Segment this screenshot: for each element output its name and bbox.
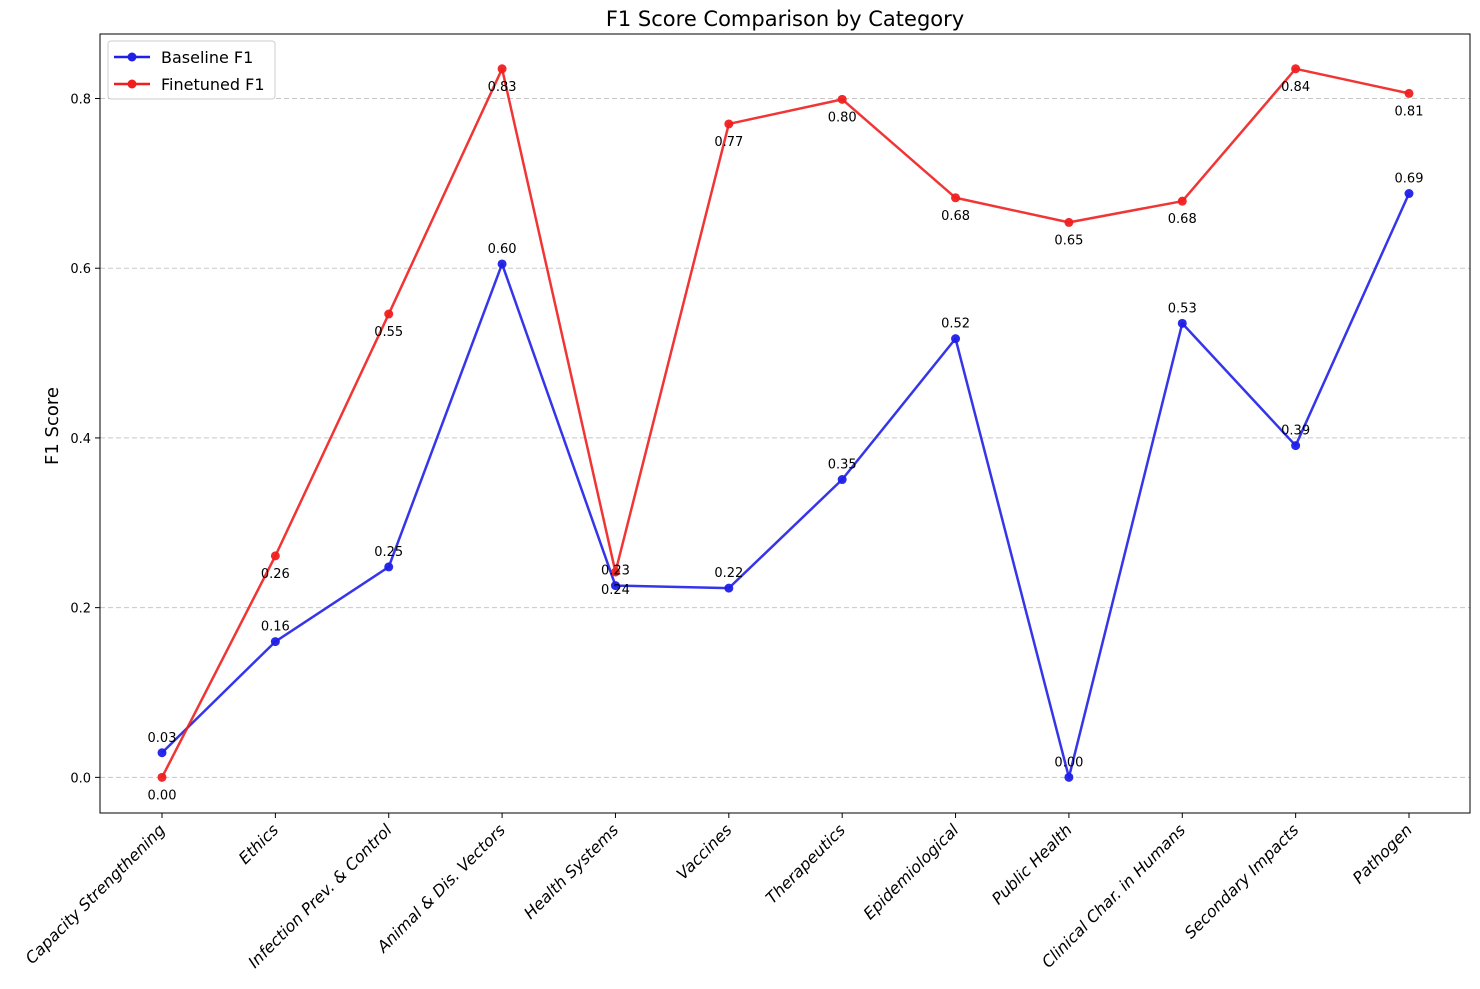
data-point — [837, 475, 847, 485]
data-labels: 0.03 0.16 0.25 0.60 0.23 0.22 0.35 0.52 0.00 0.53… — [148, 80, 1424, 804]
data-label: 0.77 — [714, 135, 743, 150]
data-point — [837, 94, 847, 104]
data-label: 0.26 — [261, 567, 290, 582]
data-label: 0.25 — [374, 545, 403, 560]
data-point — [497, 259, 507, 269]
y-tick-label: 0.2 — [70, 602, 91, 617]
data-label: 0.22 — [714, 566, 743, 581]
data-label: 0.03 — [148, 731, 177, 746]
data-point — [951, 193, 961, 203]
x-tick-label: Animal & Dis. Vectors — [373, 820, 509, 956]
data-point — [384, 562, 394, 572]
data-label: 0.81 — [1395, 104, 1424, 119]
data-point — [951, 334, 961, 344]
data-label: 0.53 — [1168, 301, 1197, 316]
data-label: 0.65 — [1054, 233, 1083, 248]
series-line-finetuned — [160, 67, 1410, 778]
data-point — [610, 567, 620, 577]
data-point — [270, 551, 280, 561]
data-label: 0.00 — [148, 788, 177, 803]
x-tick-label: Pathogen — [1349, 820, 1416, 887]
data-point — [1064, 217, 1074, 227]
x-tick-label: Therapeutics — [762, 820, 849, 907]
legend-entry: Finetuned F1 — [161, 75, 265, 94]
data-label: 0.68 — [941, 209, 970, 224]
data-point — [157, 772, 167, 782]
legend-entry: Baseline F1 — [161, 48, 253, 67]
y-tick-label: 0.8 — [70, 92, 91, 107]
x-tick-label: Capacity Strengthening — [22, 820, 169, 967]
data-point — [1177, 318, 1187, 328]
chart-title: F1 Score Comparison by Category — [606, 7, 964, 31]
data-point — [724, 583, 734, 593]
series-line-baseline — [161, 193, 1411, 779]
x-tick-label: Epidemiological — [860, 820, 963, 923]
axes: 0.0 0.2 0.4 0.6 0.8 Capacity Strengthening Eth… — [22, 92, 1416, 971]
data-label: 0.39 — [1281, 424, 1310, 439]
data-label: 0.23 — [601, 564, 630, 579]
legend-swatch-marker — [127, 52, 137, 62]
y-tick-label: 0.0 — [70, 771, 91, 786]
data-label: 0.16 — [261, 620, 290, 635]
legend-swatch-marker — [127, 79, 137, 89]
data-point — [384, 309, 394, 319]
data-label: 0.83 — [488, 80, 517, 95]
data-label: 0.55 — [374, 325, 403, 340]
data-point — [724, 119, 734, 129]
x-tick-label: Ethics — [235, 820, 282, 867]
x-tick-label: Vaccines — [673, 820, 736, 883]
y-tick-label: 0.4 — [70, 432, 91, 447]
legend: Baseline F1 Finetuned F1 — [107, 40, 276, 100]
x-tick-label: Public Health — [988, 820, 1076, 908]
data-label: 0.69 — [1395, 172, 1424, 187]
data-point — [1404, 88, 1414, 98]
grid-lines — [100, 97, 1470, 778]
data-label: 0.00 — [1054, 755, 1083, 770]
data-label: 0.68 — [1168, 212, 1197, 227]
data-label: 0.24 — [601, 583, 630, 598]
plot-frame — [99, 33, 1471, 814]
data-point — [1177, 196, 1187, 206]
data-label: 0.80 — [828, 110, 857, 125]
data-label: 0.52 — [941, 317, 970, 332]
x-tick-label: Secondary Impacts — [1180, 820, 1302, 942]
y-axis-label: F1 Score — [42, 387, 63, 465]
data-point — [610, 581, 620, 591]
data-point — [1291, 441, 1301, 451]
data-point — [270, 637, 280, 647]
data-label: 0.60 — [488, 242, 517, 257]
data-label: 0.35 — [828, 458, 857, 473]
series-layer — [157, 64, 1414, 782]
y-tick-label: 0.6 — [70, 262, 91, 277]
data-point — [1064, 772, 1074, 782]
x-tick-label: Health Systems — [520, 820, 622, 922]
data-point — [497, 64, 507, 74]
data-point — [1404, 189, 1414, 199]
data-point — [157, 748, 167, 758]
data-point — [1291, 64, 1301, 74]
data-label: 0.84 — [1281, 80, 1310, 95]
